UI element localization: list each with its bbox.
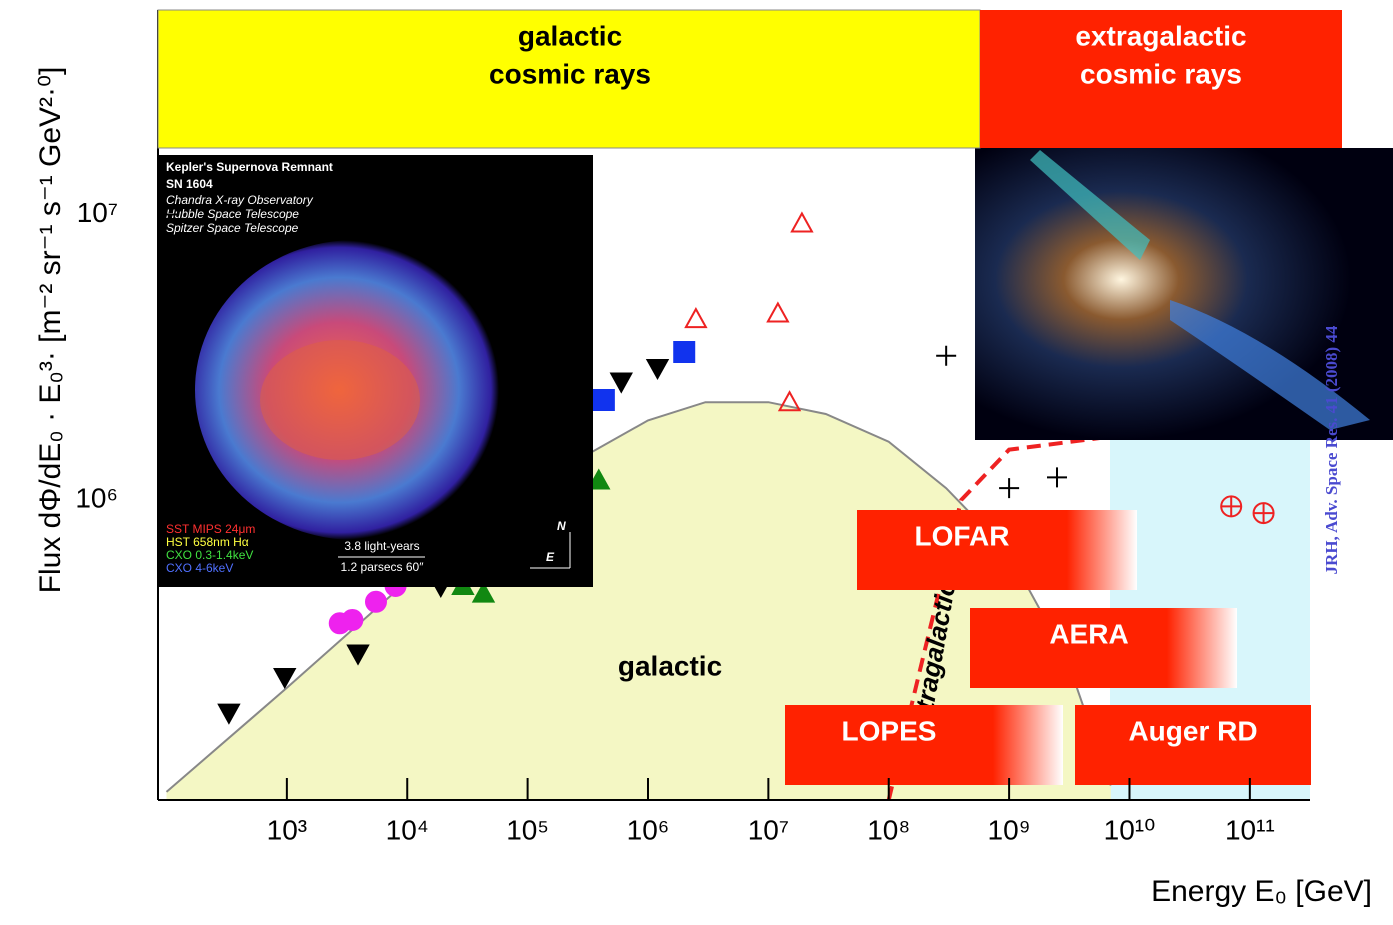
x-axis-title: Energy E₀ [GeV] <box>1151 875 1372 908</box>
x-tick-label: 10⁵ <box>506 814 549 845</box>
data-point <box>674 342 694 362</box>
data-point <box>1254 503 1274 523</box>
inset-text: E <box>546 550 555 564</box>
y-tick-label: 10⁷ <box>77 197 118 228</box>
chart: galactic extragalactic Kepler's Supernova… <box>0 0 1393 920</box>
data-point <box>342 610 362 630</box>
experiment-label: LOPES <box>842 715 937 746</box>
x-tick-label: 10³ <box>267 814 307 845</box>
data-point <box>594 390 614 410</box>
x-tick-label: 10⁴ <box>386 814 429 845</box>
kepler-inset: Kepler's Supernova Remnant SN 1604 Chand… <box>158 155 593 587</box>
data-point <box>999 478 1019 498</box>
inset-text: N <box>557 519 566 533</box>
experiment-fade <box>1067 510 1137 590</box>
inset-text: SN 1604 <box>166 177 213 191</box>
data-point <box>792 213 812 231</box>
data-point <box>936 346 956 366</box>
data-point <box>768 303 788 321</box>
band-label: galactic <box>518 20 622 51</box>
x-tick-label: 10¹¹ <box>1225 814 1275 845</box>
inset-text: 3.8 light-years <box>344 539 419 553</box>
band-label: cosmic rays <box>1080 58 1242 89</box>
band-label: extragalactic <box>1075 20 1246 51</box>
data-point <box>1047 467 1067 487</box>
region-label: galactic <box>618 650 722 681</box>
data-point <box>648 360 668 378</box>
inset-text: Spitzer Space Telescope <box>166 221 299 235</box>
x-tick-label: 10⁸ <box>867 814 910 845</box>
data-point <box>1221 496 1241 516</box>
inset-text: CXO 0.3-1.4keV <box>166 548 253 562</box>
inset-text: Kepler's Supernova Remnant <box>166 160 333 174</box>
inset-text: 1.2 parsecs 60″ <box>341 560 425 574</box>
x-tick-label: 10¹⁰ <box>1104 814 1156 845</box>
x-tick-label: 10⁹ <box>988 814 1031 845</box>
x-tick-label: 10⁶ <box>627 814 670 845</box>
y-axis-title: Flux dΦ/dE₀ · E₀³· [m⁻² sr⁻¹ s⁻¹ GeV²·⁰] <box>34 67 67 594</box>
experiment-fade <box>1167 608 1237 688</box>
experiment-label: AERA <box>1049 618 1128 649</box>
data-point <box>686 309 706 327</box>
data-point <box>366 592 386 612</box>
x-tick-label: 10⁷ <box>748 814 789 845</box>
experiment-label: Auger RD <box>1128 715 1257 746</box>
citation: JRH, Adv. Space Res. 41 (2008) 44 <box>1322 325 1341 574</box>
inset-text: Chandra X-ray Observatory <box>166 193 314 207</box>
inset-text: SST MIPS 24μm <box>166 522 255 536</box>
inset-text: Hubble Space Telescope <box>166 207 299 221</box>
experiment-fade <box>993 705 1063 785</box>
y-tick-label: 10⁶ <box>75 482 118 513</box>
inset-text: HST 658nm Hα <box>166 535 249 549</box>
data-point <box>219 705 239 723</box>
band-label: cosmic rays <box>489 58 651 89</box>
experiment-label: LOFAR <box>915 520 1010 551</box>
data-point <box>611 374 631 392</box>
inset-text: CXO 4-6keV <box>166 561 233 575</box>
